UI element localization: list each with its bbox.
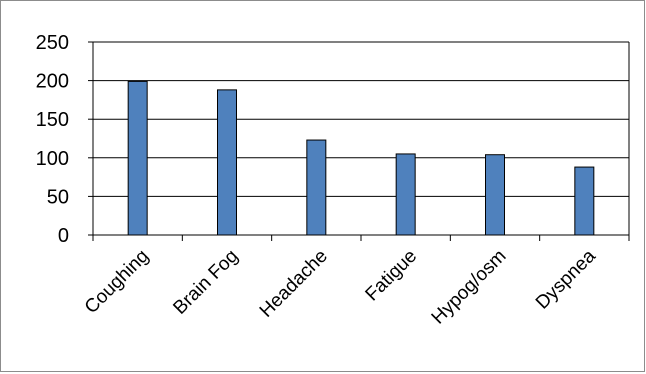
bar-dyspnea xyxy=(574,166,595,236)
y-tick-label-200: 200 xyxy=(36,71,69,93)
bar-coughing xyxy=(127,80,148,236)
gridlines xyxy=(93,41,629,197)
x-tick-label-coughing: Coughing xyxy=(81,246,153,318)
bar-hypog-osm xyxy=(485,154,505,236)
y-tick-label-50: 50 xyxy=(47,186,69,208)
bars xyxy=(127,80,595,236)
x-tick-labels: Coughing Brain Fog Headache Fatigue Hypog/os… xyxy=(81,245,600,328)
y-tick-label-150: 150 xyxy=(36,109,69,131)
y-tick-labels: 0 50 100 150 200 250 xyxy=(36,32,69,247)
x-tick-label-hypog-osm: Hypog/osm xyxy=(428,246,511,329)
x-tick-label-dyspnea: Dyspnea xyxy=(532,245,600,313)
bar-brain-fog xyxy=(217,89,237,236)
x-tick-label-fatigue: Fatigue xyxy=(362,246,422,306)
y-tick-label-0: 0 xyxy=(58,225,69,247)
y-tick-label-100: 100 xyxy=(36,148,69,170)
y-tick-label-250: 250 xyxy=(36,32,69,54)
x-tick-label-brain-fog: Brain Fog xyxy=(169,246,242,319)
x-tick-label-headache: Headache xyxy=(256,246,332,322)
axes xyxy=(88,41,630,241)
bar-fatigue xyxy=(395,153,416,236)
bar-headache xyxy=(306,139,327,236)
